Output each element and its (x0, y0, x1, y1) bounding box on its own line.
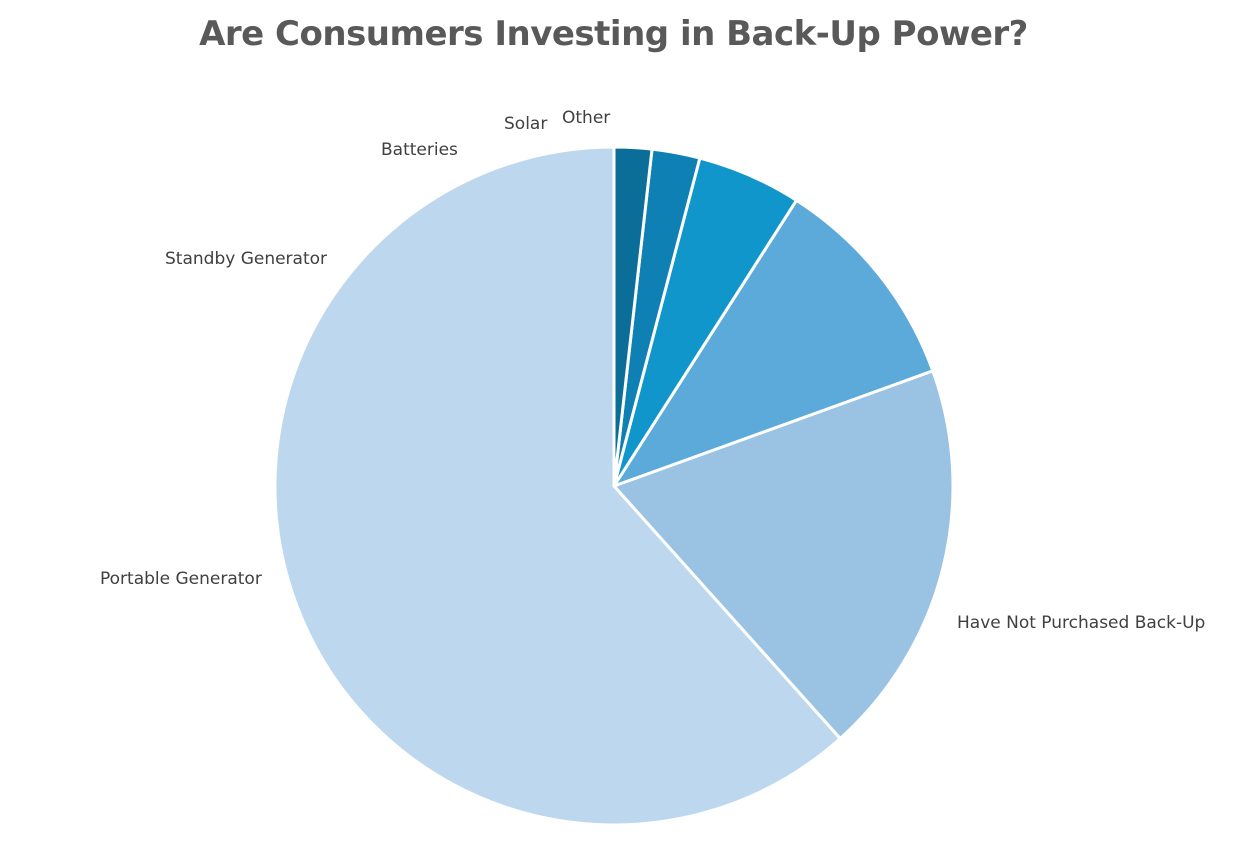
pie-label-standby-generator: Standby Generator (165, 249, 327, 269)
pie-slice-standby-generator (612, 198, 935, 488)
pie-slices (273, 145, 955, 827)
chart-title: Are Consumers Investing in Back-Up Power… (199, 14, 1028, 54)
pie-slice-other (612, 145, 654, 488)
pie-slice-portable-generator (612, 369, 955, 740)
pie-label-other: Other (562, 108, 610, 128)
pie-label-batteries: Batteries (381, 140, 458, 160)
pie-slice-have-not-purchased-back-up (273, 145, 842, 827)
pie-label-have-not-purchased-back-up: Have Not Purchased Back-Up (957, 613, 1205, 633)
pie-label-solar: Solar (504, 114, 547, 134)
pie-label-portable-generator: Portable Generator (100, 569, 262, 589)
pie-labels: Have Not Purchased Back-Up Portable Gener… (100, 108, 1205, 633)
